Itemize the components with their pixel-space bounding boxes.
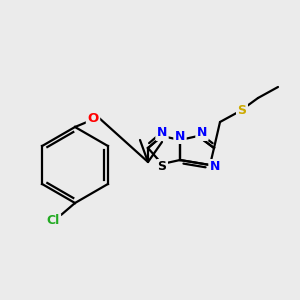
Text: N: N bbox=[175, 130, 185, 142]
Text: S: S bbox=[158, 160, 166, 173]
Text: Cl: Cl bbox=[46, 214, 60, 227]
Text: O: O bbox=[87, 112, 99, 125]
Text: N: N bbox=[157, 127, 167, 140]
Text: N: N bbox=[210, 160, 220, 173]
Text: S: S bbox=[238, 103, 247, 116]
Text: N: N bbox=[197, 127, 207, 140]
